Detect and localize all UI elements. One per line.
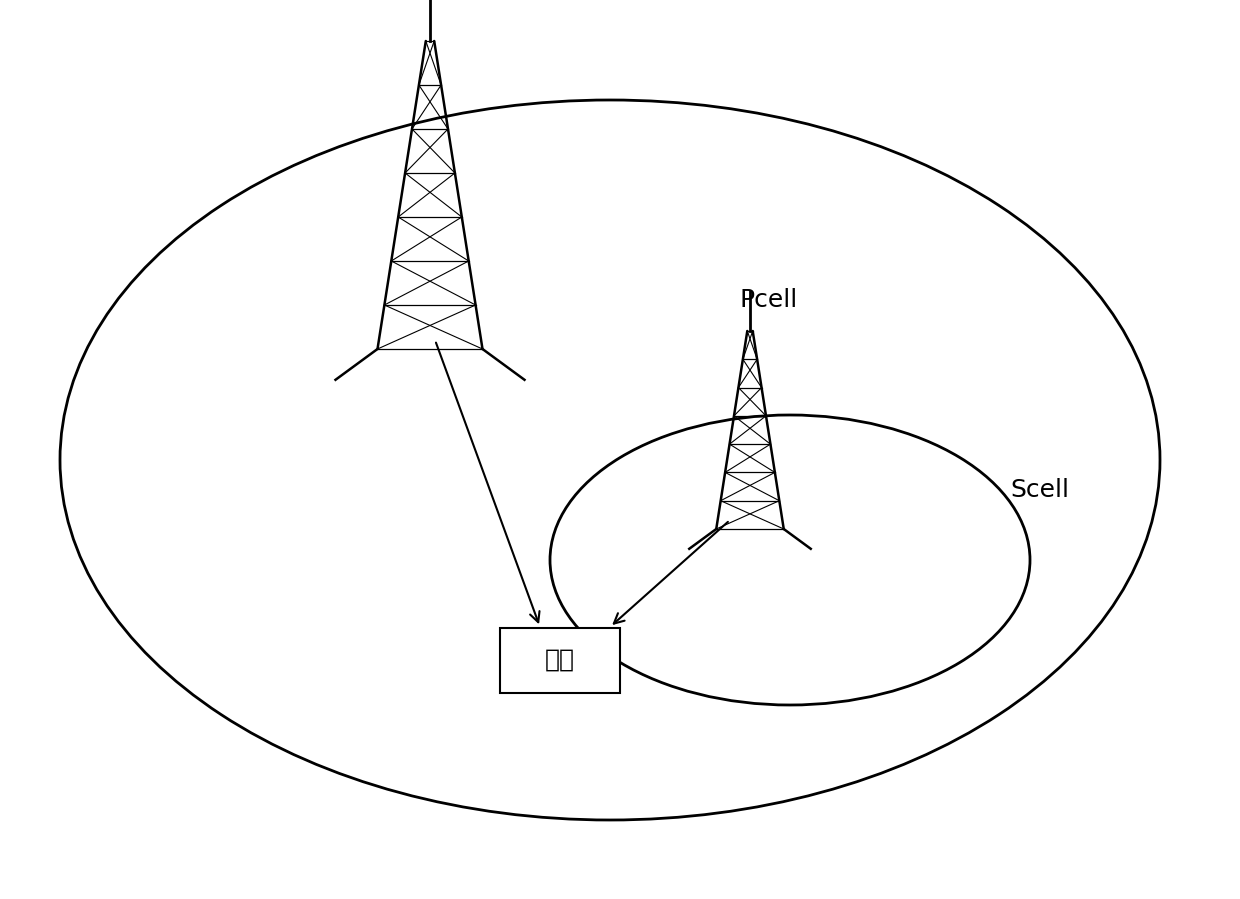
Text: Pcell: Pcell xyxy=(740,288,799,312)
Text: Scell: Scell xyxy=(1011,478,1069,502)
Text: 终端: 终端 xyxy=(546,648,575,672)
Bar xyxy=(500,628,620,692)
